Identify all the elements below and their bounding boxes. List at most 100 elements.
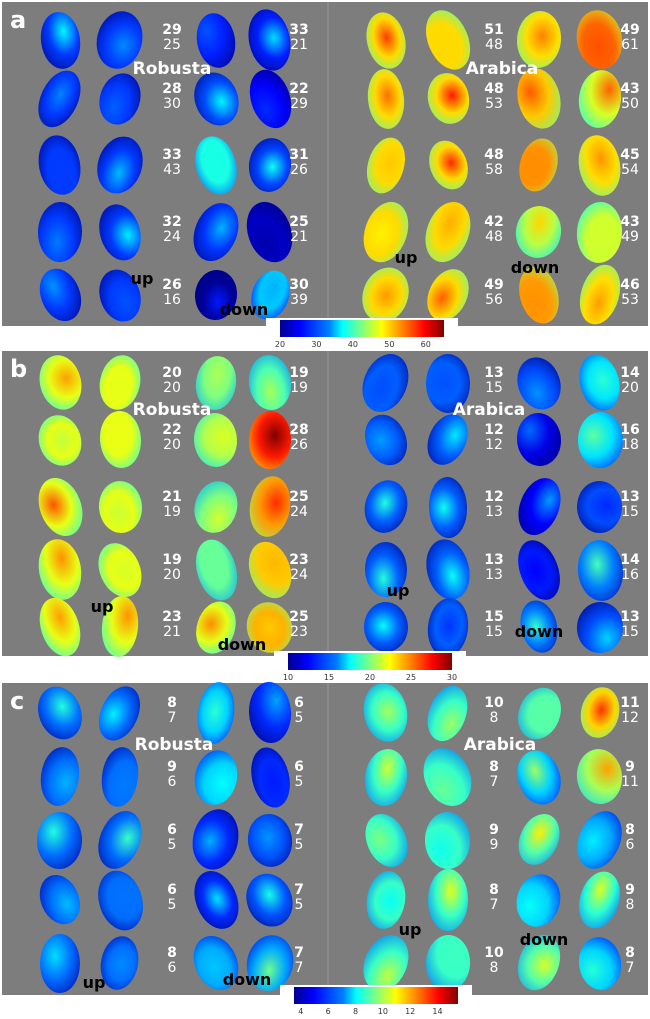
value-top: 21: [162, 489, 182, 505]
value-top: 25: [289, 609, 309, 625]
arabica-down2-values: 16 18: [617, 423, 643, 453]
value-top: 42: [484, 214, 504, 230]
arabica-bean-up: [362, 600, 410, 654]
robusta-label: Robusta: [134, 735, 214, 755]
up-label: up: [386, 581, 410, 600]
arabica-down1-values: 51 48: [481, 23, 507, 53]
value-top: 11: [620, 695, 640, 711]
robusta-bean-up: [32, 868, 88, 932]
colorbar-gradient: [294, 987, 458, 1004]
arabica-down2-values: 43 49: [617, 215, 643, 245]
value-top: 7: [294, 882, 304, 898]
colorbar: 4 6 8 10 12 14: [280, 985, 472, 1019]
panel-divider: [327, 683, 329, 995]
panel-letter: a: [10, 6, 27, 34]
colorbar-tick-label: 15: [323, 673, 335, 682]
value-top: 12: [484, 489, 504, 505]
value-bottom: 15: [485, 380, 503, 396]
colorbar-tick-label: 6: [325, 1007, 331, 1016]
value-top: 25: [289, 214, 309, 230]
down-label: down: [217, 635, 267, 654]
up-label: up: [90, 597, 114, 616]
robusta-bean-up: [93, 199, 147, 265]
robusta-down2-values: 25 24: [286, 490, 312, 520]
colorbar-gradient: [280, 320, 444, 337]
value-top: 32: [162, 214, 182, 230]
value-bottom: 5: [294, 837, 304, 853]
arabica-label: Arabica: [452, 400, 526, 420]
arabica-down1-values: 13 15: [481, 366, 507, 396]
colorbar-tick-label: 30: [446, 673, 458, 682]
robusta-down2-values: 23 24: [286, 553, 312, 583]
value-bottom: 53: [621, 292, 639, 308]
panel-a: a Robusta up down 29 25 33 21 28 30 22 29 33 43 31 26 32…: [2, 2, 648, 330]
value-top: 22: [289, 81, 309, 97]
value-bottom: 19: [163, 504, 181, 520]
arabica-bean-up: [359, 476, 413, 538]
value-top: 13: [484, 552, 504, 568]
value-bottom: 7: [625, 960, 635, 976]
value-bottom: 20: [163, 437, 181, 453]
value-bottom: 43: [163, 162, 181, 178]
colorbar-tick-label: 14: [432, 1007, 443, 1016]
robusta-down2-values: 28 26: [286, 423, 312, 453]
value-top: 19: [289, 365, 309, 381]
colorbar-tick-label: 50: [384, 340, 395, 349]
value-bottom: 7: [167, 710, 177, 726]
robusta-bean-up: [33, 351, 87, 415]
arabica-down2-values: 11 12: [617, 696, 643, 726]
robusta-down2-values: 30 39: [286, 278, 312, 308]
value-bottom: 15: [621, 504, 639, 520]
robusta-down2-values: 33 21: [286, 23, 312, 53]
arabica-down1-values: 42 48: [481, 215, 507, 245]
robusta-bean-down: [192, 411, 240, 469]
arabica-bean-up: [427, 868, 469, 932]
value-bottom: 8: [489, 960, 499, 976]
colorbar-tick-label: 10: [377, 1007, 388, 1016]
robusta-label: Robusta: [132, 400, 212, 420]
colorbar-tick-label: 25: [405, 673, 417, 682]
down-label: down: [219, 300, 269, 319]
value-bottom: 49: [621, 229, 639, 245]
robusta-down2-values: 19 19: [286, 366, 312, 396]
value-top: 13: [620, 489, 640, 505]
arabica-bean-up: [361, 745, 411, 809]
value-top: 12: [484, 422, 504, 438]
value-top: 10: [484, 695, 504, 711]
robusta-bean-up: [32, 262, 88, 328]
value-top: 43: [620, 81, 640, 97]
robusta-bean-up: [32, 409, 88, 471]
arabica-bean-up: [424, 810, 472, 870]
robusta-bean-up: [37, 745, 83, 809]
value-top: 9: [625, 882, 635, 898]
value-bottom: 9: [489, 837, 499, 853]
value-bottom: 6: [167, 774, 177, 790]
arabica-bean-up: [357, 807, 415, 873]
value-bottom: 5: [294, 774, 304, 790]
value-top: 14: [620, 365, 640, 381]
robusta-bean-up: [90, 536, 150, 604]
up-label: up: [130, 269, 154, 288]
up-label: up: [398, 920, 422, 939]
value-top: 46: [620, 277, 640, 293]
value-top: 29: [162, 22, 182, 38]
value-top: 9: [167, 759, 177, 775]
arabica-down2-values: 43 50: [617, 82, 643, 112]
value-bottom: 5: [167, 837, 177, 853]
robusta-bean-up: [30, 471, 90, 543]
value-bottom: 13: [485, 504, 503, 520]
value-top: 28: [289, 422, 309, 438]
robusta-bean-up: [39, 933, 81, 993]
panel-b: b Robusta up down 20 20 19 19 22 20 28 26 21 19 25 24 19…: [2, 347, 648, 662]
value-top: 49: [620, 22, 640, 38]
value-top: 28: [162, 81, 182, 97]
value-bottom: 12: [621, 710, 639, 726]
value-bottom: 54: [621, 162, 639, 178]
value-bottom: 24: [290, 504, 308, 520]
